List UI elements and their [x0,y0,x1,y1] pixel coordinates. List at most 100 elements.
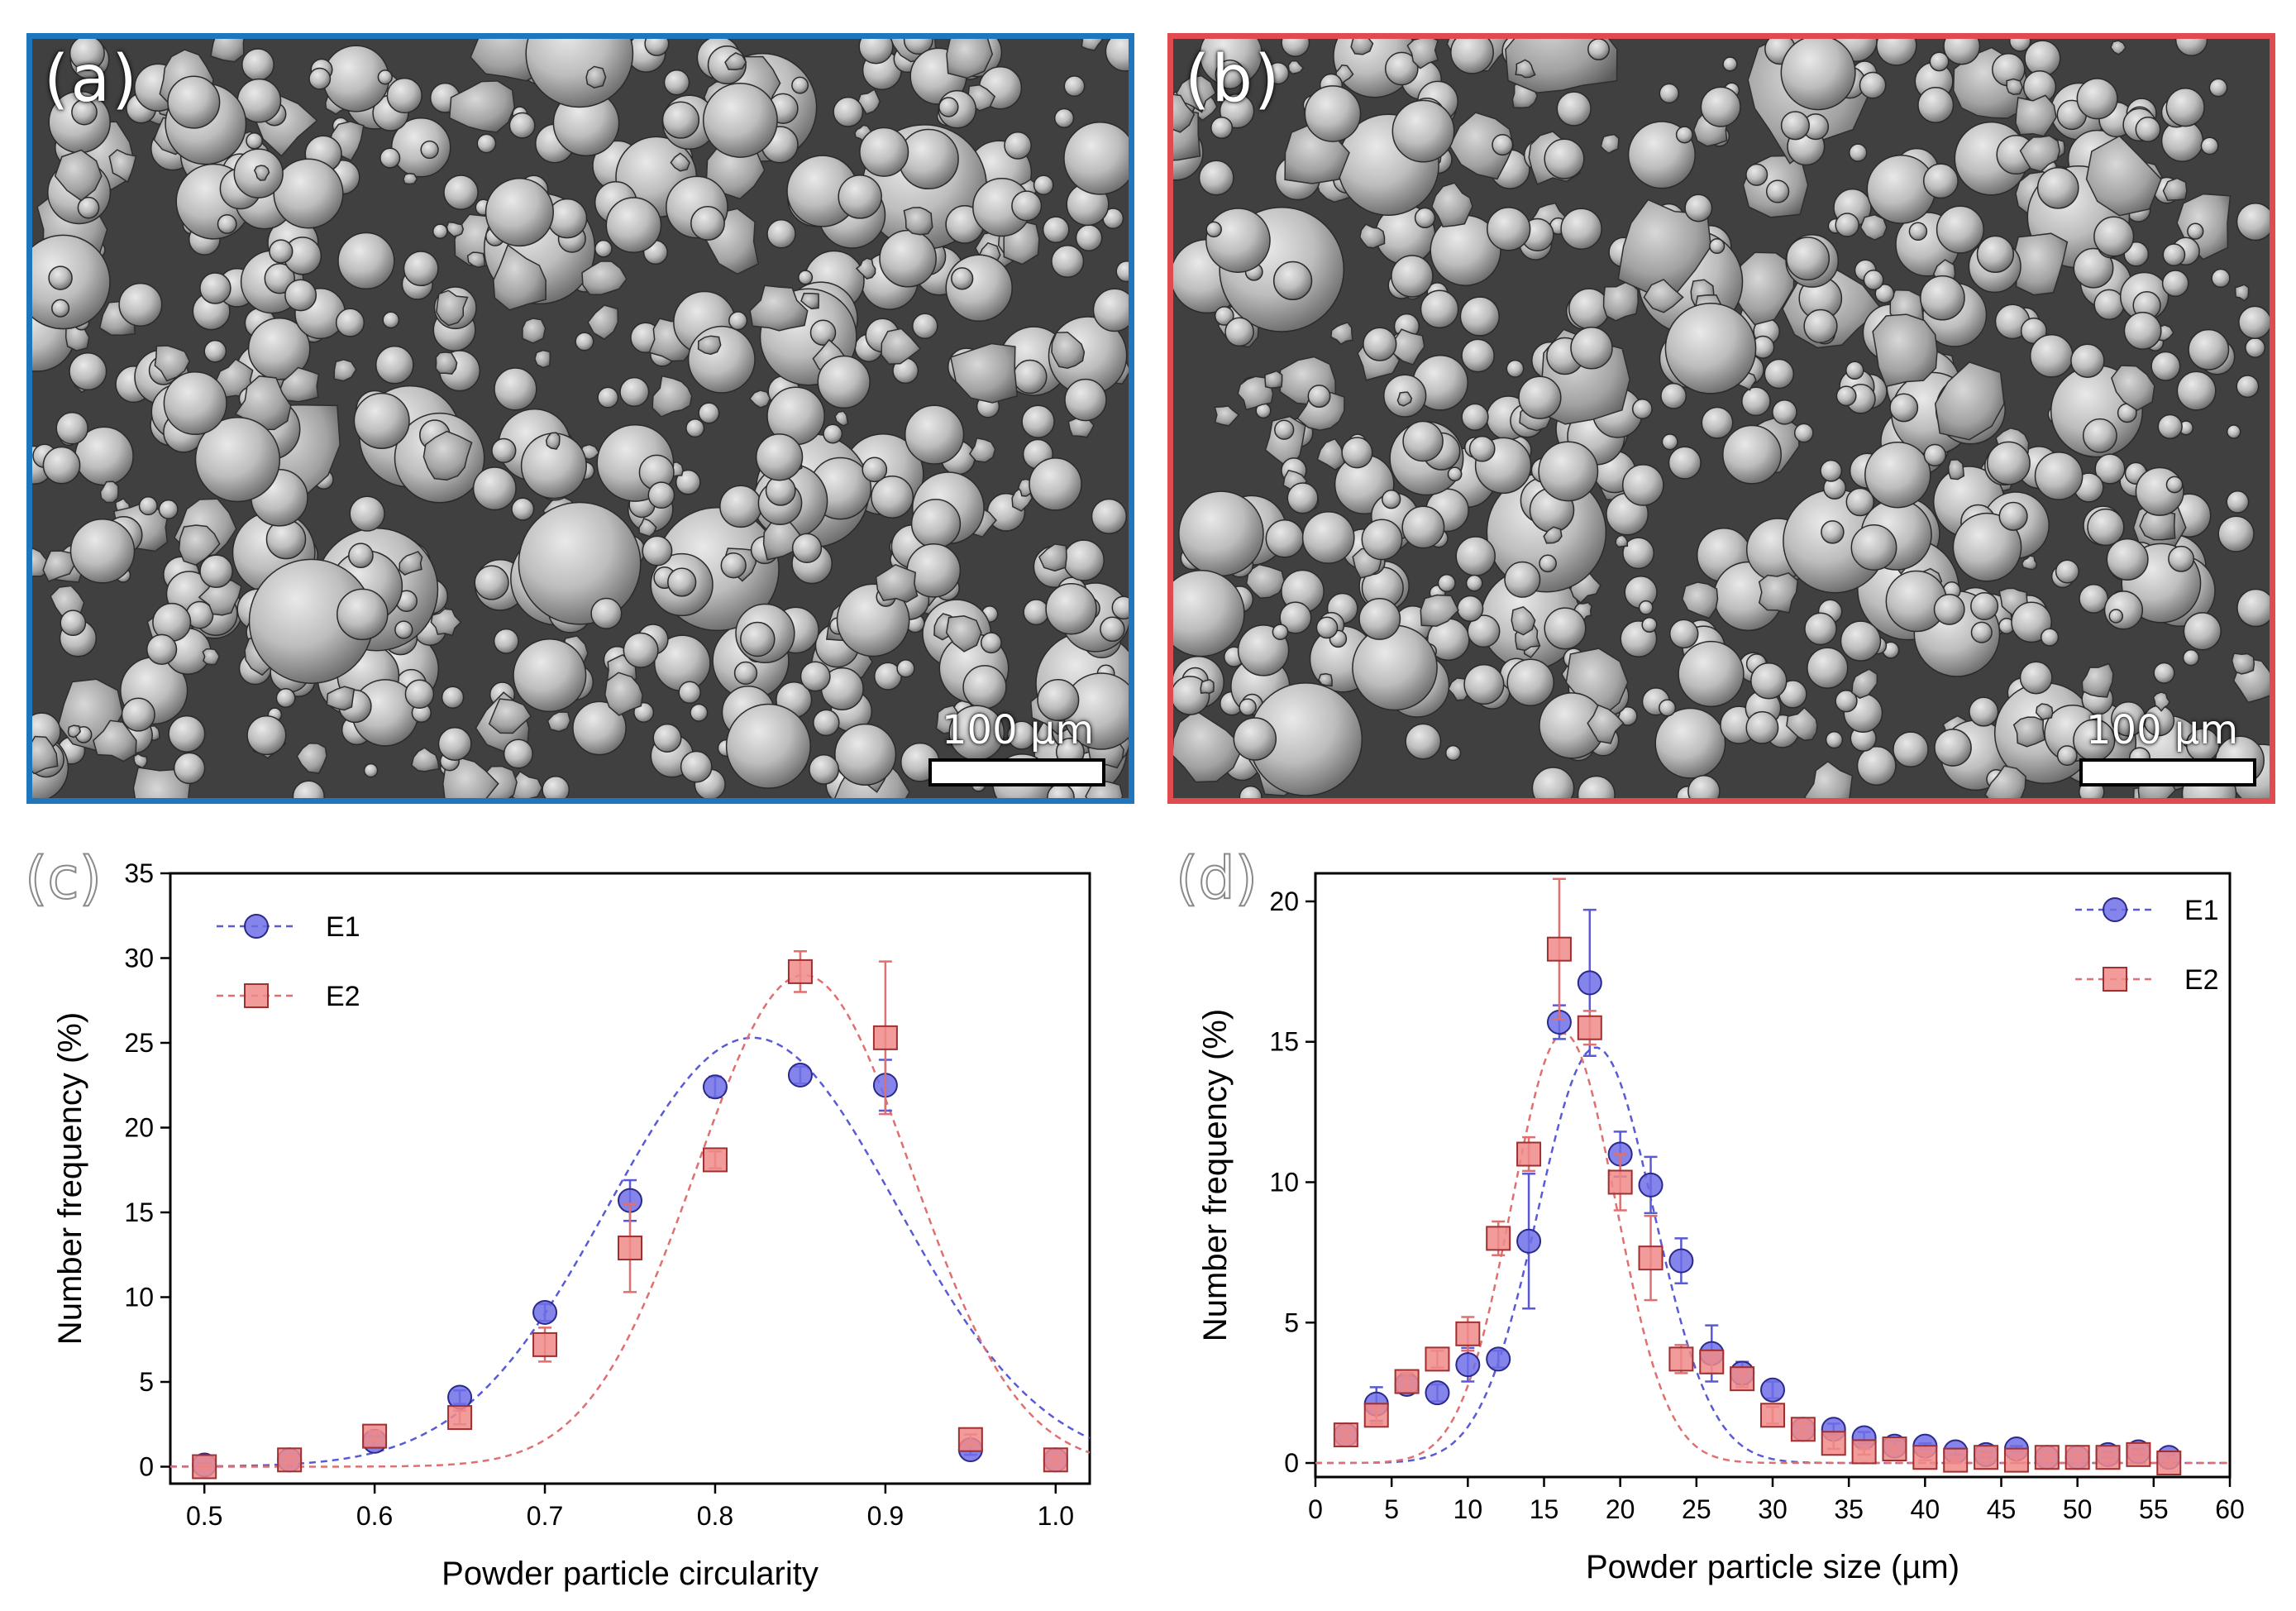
sem-spherical-particle [2236,375,2260,399]
sem-spherical-particle [1933,593,1965,625]
sem-spherical-particle [1687,774,1721,798]
sem-spherical-particle [1745,163,1769,186]
sem-spherical-particle [1577,775,1616,798]
scale-bar-label-b: 100 µm [2086,707,2239,753]
sem-spherical-particle [1920,275,1965,321]
sem-spherical-particle [798,270,814,285]
sem-spherical-particle [2211,268,2231,289]
legend-label-e1: E1 [2184,895,2219,926]
sem-spherical-particle [437,727,472,761]
sem-spherical-particle [1459,296,1500,337]
sem-spherical-particle [1821,520,1845,544]
sem-spherical-particle [1952,512,2022,582]
sem-spherical-particle [443,174,479,210]
panel-label-d: (d) [1176,844,1258,912]
panel-label-a: (a) [44,42,139,117]
sem-spherical-particle [2070,343,2105,378]
sem-satellite-particle [2162,177,2188,201]
sem-spherical-particle [690,206,725,241]
sem-satellite-particle [1420,594,1459,627]
sem-spherical-particle [484,178,554,247]
sem-spherical-particle [572,700,627,756]
sem-satellite-particle [403,172,418,185]
sem-spherical-particle [2236,202,2270,241]
sem-spherical-particle [1063,122,1129,195]
sem-spherical-particle [1668,619,1699,649]
panel-label-b: (b) [1185,42,1282,117]
sem-spherical-particle [1239,785,1263,798]
sem-spherical-particle [1272,261,1313,301]
x-tick-label: 60 [2215,1494,2245,1524]
sem-spherical-particle [838,174,882,219]
sem-spherical-particle [513,638,587,713]
sem-spherical-particle [1051,244,1085,279]
sem-spherical-particle [1210,116,1234,140]
data-point-e2 [1455,1321,1481,1346]
data-point-e2 [1882,1437,1907,1462]
data-point-e2 [1912,1445,1938,1470]
sem-spherical-particle [420,140,439,160]
sem-spherical-particle [2008,39,2031,52]
sem-spherical-particle [698,402,720,424]
sem-spherical-particle [353,392,410,449]
sem-spherical-particle [766,218,796,249]
sem-satellite-particle [399,551,423,576]
data-point-e2 [1943,1447,1969,1473]
sem-spherical-particle [542,776,570,798]
sem-satellite-particle [2012,716,2046,748]
x-tick-label: 55 [2139,1494,2169,1524]
sem-spherical-particle [1845,361,1864,380]
sem-spherical-particle [377,69,393,85]
sem-satellite-particle [234,375,292,431]
x-tick-label: 45 [1987,1494,2017,1524]
data-point-e1 [1425,1380,1450,1406]
sem-spherical-particle [2082,418,2117,453]
sem-spherical-particle [1361,519,1403,561]
sem-satellite-particle [2234,284,2250,302]
data-point-e2 [277,1447,303,1473]
sem-satellite-particle [466,251,486,269]
sem-satellite-particle [1081,39,1104,51]
legend-marker-e2 [2103,967,2127,992]
sem-spherical-particle [1467,614,1501,648]
sem-spherical-particle [1538,441,1599,502]
sem-spherical-particle [1286,482,1319,514]
sem-satellite-particle [430,608,462,637]
sem-spherical-particle [2157,414,2183,440]
sem-spherical-particle [1091,498,1128,535]
y-tick-label: 35 [124,858,154,888]
legend-marker-e1 [244,914,269,939]
sem-spherical-particle [2135,117,2161,142]
sem-spherical-particle [51,299,70,318]
sem-spherical-particle [858,39,894,65]
sem-satellite-particle [422,430,473,481]
data-point-e2 [362,1423,388,1449]
sem-satellite-particle [2081,662,2114,698]
sem-spherical-particle [647,481,675,509]
data-point-e2 [1363,1403,1389,1428]
sem-spherical-particle [690,703,709,722]
sem-spherical-particle [474,565,509,600]
sem-spherical-particle [1641,616,1658,633]
data-point-e1 [1516,1228,1542,1254]
data-point-e2 [1730,1366,1755,1392]
data-point-e2 [1851,1439,1877,1465]
sem-spherical-particle [1998,501,2028,531]
legend-marker-e2 [244,983,269,1008]
sem-satellite-particle [253,165,270,181]
sem-spherical-particle [1205,208,1271,273]
sem-spherical-particle [1304,85,1362,142]
sem-spherical-particle [661,101,700,139]
sem-satellite-particle [1176,74,1217,113]
sem-spherical-particle [2123,312,2162,350]
sem-satellite-particle [410,747,441,772]
sem-satellite-particle [1600,133,1620,155]
sem-spherical-particle [791,76,809,94]
sem-spherical-particle [2093,289,2125,320]
sem-spherical-particle [1780,39,1856,111]
circularity-chart: (c) 0.5 0.6 0.7 0.8 0.9 1.0 0 5 10 15 20 25 30 35 Powd… [24,844,1091,1592]
sem-spherical-particle [879,229,937,288]
sem-spherical-particle [503,739,533,769]
data-point-e2 [447,1405,473,1431]
sem-spherical-particle [292,780,325,798]
